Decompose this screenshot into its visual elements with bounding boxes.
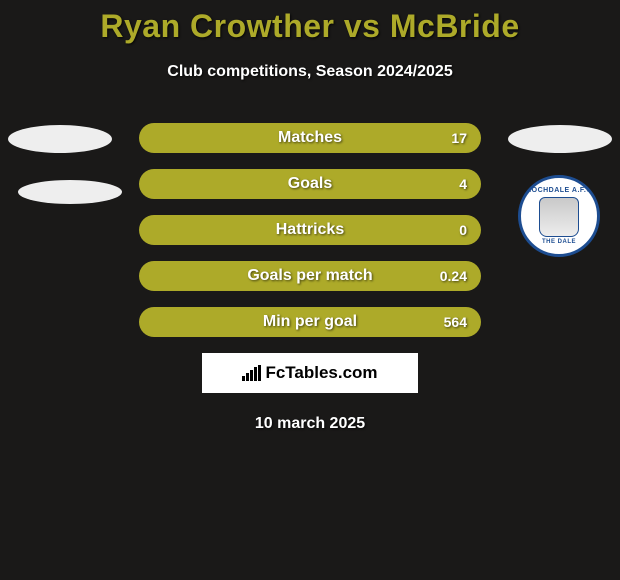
crest-shield-icon — [539, 197, 579, 237]
brand-box[interactable]: FcTables.com — [202, 353, 418, 393]
stat-bar-matches: Matches 17 — [139, 123, 481, 153]
stat-bar-goals-per-match: Goals per match 0.24 — [139, 261, 481, 291]
crest-top-text: ROCHDALE A.F.C — [526, 187, 592, 195]
stat-label: Goals per match — [247, 267, 372, 285]
crest-bottom-text: THE DALE — [526, 239, 592, 246]
stat-value: 0 — [459, 222, 467, 238]
stat-bar-goals: Goals 4 — [139, 169, 481, 199]
comparison-card: Ryan Crowther vs McBride Club competitio… — [0, 0, 620, 433]
stat-label: Goals — [288, 175, 332, 193]
player-right-badge-1 — [508, 125, 612, 153]
bar-chart-icon — [242, 365, 261, 381]
club-crest: ROCHDALE A.F.C THE DALE — [518, 175, 600, 257]
stat-label: Hattricks — [276, 221, 344, 239]
crest-inner: ROCHDALE A.F.C THE DALE — [526, 187, 592, 245]
stat-label: Min per goal — [263, 313, 357, 331]
stat-value: 4 — [459, 176, 467, 192]
brand-text: FcTables.com — [265, 363, 377, 383]
player-left-badge-2 — [18, 180, 122, 204]
stat-label: Matches — [278, 129, 342, 147]
stat-value: 564 — [444, 314, 467, 330]
page-title: Ryan Crowther vs McBride — [0, 8, 620, 45]
player-left-badge-1 — [8, 125, 112, 153]
date-text: 10 march 2025 — [0, 415, 620, 433]
subtitle: Club competitions, Season 2024/2025 — [0, 63, 620, 81]
stat-value: 0.24 — [440, 268, 467, 284]
stat-bar-hattricks: Hattricks 0 — [139, 215, 481, 245]
stat-value: 17 — [451, 130, 467, 146]
stat-bars: Matches 17 Goals 4 Hattricks 0 Goals per… — [139, 123, 481, 337]
stats-area: ROCHDALE A.F.C THE DALE Matches 17 Goals… — [0, 123, 620, 433]
stat-bar-min-per-goal: Min per goal 564 — [139, 307, 481, 337]
